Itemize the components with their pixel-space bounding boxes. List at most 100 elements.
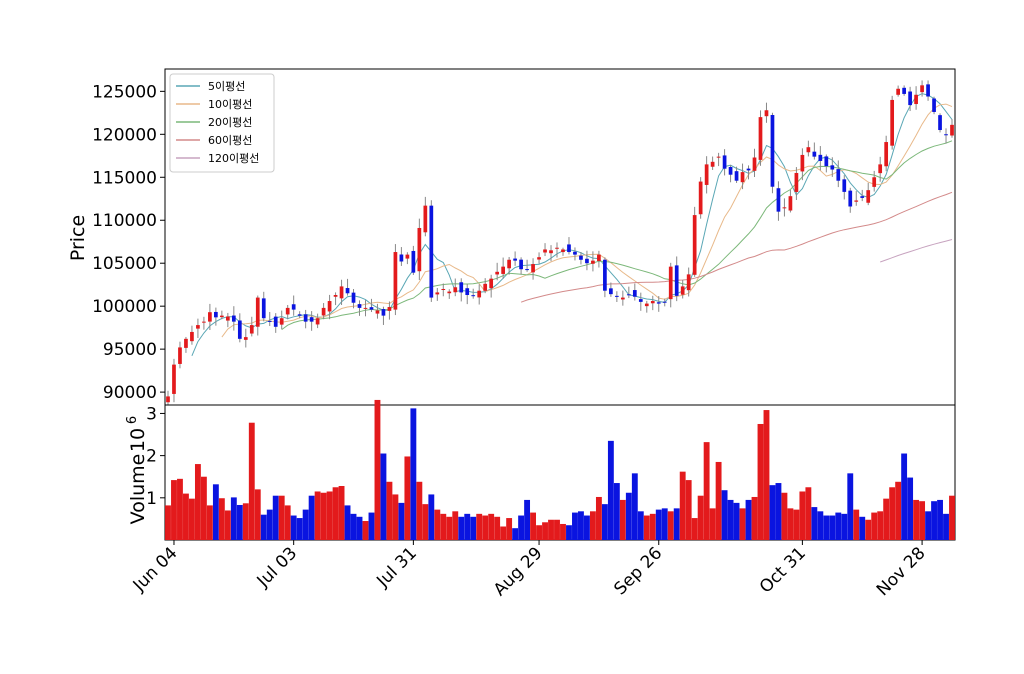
candle xyxy=(860,189,865,202)
candle-body xyxy=(489,278,494,289)
volume-bar xyxy=(476,513,483,540)
candle xyxy=(620,290,625,306)
candle-body xyxy=(632,290,637,297)
candle-body xyxy=(662,301,667,303)
candle xyxy=(369,298,374,313)
candle-body xyxy=(567,244,571,253)
candle-body xyxy=(878,164,883,174)
volume-bar xyxy=(284,505,291,540)
volume-bar xyxy=(320,492,327,540)
candle xyxy=(752,148,757,178)
candle xyxy=(806,140,811,157)
volume-axis-title: Volume xyxy=(127,454,149,525)
candle xyxy=(387,301,392,320)
candle-body xyxy=(620,297,625,300)
candle xyxy=(561,247,565,256)
volume-bar xyxy=(835,512,842,540)
volume-bar xyxy=(458,516,465,540)
candle xyxy=(626,286,631,299)
candle xyxy=(920,80,924,97)
candle xyxy=(471,288,476,299)
candle-body xyxy=(872,177,877,187)
volume-bar xyxy=(667,511,674,540)
candle-body xyxy=(812,151,817,157)
candle-body xyxy=(184,338,188,348)
candle xyxy=(393,244,398,316)
candle-body xyxy=(591,260,595,264)
volume-bar xyxy=(470,516,477,540)
volume-bar xyxy=(578,511,584,540)
candle-body xyxy=(321,307,326,316)
candle-body xyxy=(279,318,284,325)
candle xyxy=(243,328,248,348)
candle xyxy=(327,294,332,320)
volume-bar xyxy=(733,502,740,540)
candle-body xyxy=(273,316,278,327)
volume-bar xyxy=(572,512,578,540)
volume-bar xyxy=(326,491,333,540)
volume-bar xyxy=(685,480,692,540)
candle-body xyxy=(782,207,787,209)
volume-bar xyxy=(805,487,812,540)
candle xyxy=(764,102,769,123)
volume-bar xyxy=(913,499,920,540)
volume-bar xyxy=(589,511,596,540)
volume-bar xyxy=(560,523,566,540)
candle-body xyxy=(686,274,691,291)
candle-body xyxy=(668,266,673,300)
candle xyxy=(208,303,212,331)
volume-bar xyxy=(464,513,471,540)
candle-body xyxy=(644,303,649,307)
candle-body xyxy=(770,115,775,187)
candle xyxy=(944,128,948,144)
candle xyxy=(279,310,284,330)
candle-body xyxy=(806,147,811,153)
volume-bar xyxy=(362,521,369,540)
candle xyxy=(363,300,368,317)
candle xyxy=(249,316,254,337)
candle-body xyxy=(698,181,703,215)
candle-body xyxy=(537,257,541,260)
volume-bar xyxy=(242,503,249,540)
volume-bar xyxy=(709,508,716,540)
candle-body xyxy=(190,331,194,342)
volume-bar xyxy=(889,487,896,540)
candle-body xyxy=(908,91,912,106)
candle-body xyxy=(890,99,895,146)
candle-body xyxy=(555,247,559,249)
volume-bar xyxy=(679,471,686,540)
candle xyxy=(184,336,188,353)
volume-bar xyxy=(811,507,818,540)
volume-bar xyxy=(566,525,572,540)
candle xyxy=(399,247,404,266)
volume-bar xyxy=(847,473,854,540)
volume-bar xyxy=(524,499,531,540)
candle xyxy=(465,283,470,305)
candle xyxy=(567,237,571,255)
candle xyxy=(555,242,559,258)
candle-body xyxy=(902,87,906,94)
candle-body xyxy=(291,304,296,310)
volume-bar xyxy=(386,481,393,540)
volume-bar xyxy=(925,511,932,540)
candle-body xyxy=(830,165,835,170)
x-axis: Jun 04 Jul 03 Jul 31 Aug 29 Sep 26 Oct 31 Nov … xyxy=(129,540,930,600)
candle-body xyxy=(926,84,930,97)
ma20-line xyxy=(281,140,953,331)
candle xyxy=(537,252,541,264)
volume-bar xyxy=(344,505,351,540)
volume-bar xyxy=(171,480,177,540)
candle-body xyxy=(758,117,763,160)
price-frame xyxy=(164,68,956,406)
volume-bar xyxy=(434,509,441,540)
volume-bar xyxy=(613,483,620,540)
volume-bar xyxy=(542,522,548,540)
volume-bar xyxy=(607,440,614,540)
candle-body xyxy=(261,298,266,319)
legend: 5이평선 10이평선 20이평선 60이평선 120이평선 xyxy=(169,73,275,173)
volume-bar xyxy=(943,513,949,540)
legend-label: 120이평선 xyxy=(208,152,259,165)
candle-body xyxy=(920,85,924,93)
volume-bar xyxy=(763,410,770,540)
